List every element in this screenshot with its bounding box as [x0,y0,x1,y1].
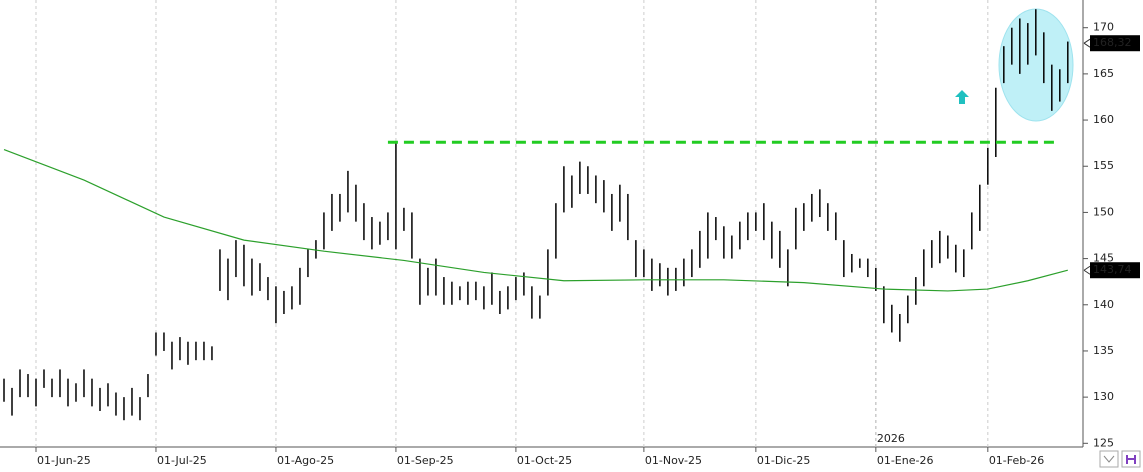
highlight-ellipse [998,8,1074,122]
y-tick-label: 170 [1093,21,1114,34]
icon-glyph [1103,455,1115,463]
x-tick-label: 01-Feb-26 [989,454,1044,467]
icon-glyph [1126,455,1136,464]
x-tick-label: 01-Ene-26 [877,454,934,467]
y-tick-label: 145 [1093,252,1114,265]
y-tick-label: 150 [1093,205,1114,218]
moving-average [3,149,1068,292]
icon-button[interactable] [1099,450,1119,468]
price-arrow [1083,38,1091,48]
x-tick-label: 01-Jun-25 [37,454,91,467]
price-label-box [1090,262,1140,279]
year-label: 2026 [877,432,905,445]
y-tick-label: 125 [1093,436,1114,449]
y-tick-label: 140 [1093,298,1114,311]
price-label-box [1090,35,1140,52]
y-tick-label: 130 [1093,390,1114,403]
x-tick-label: 01-Nov-25 [645,454,702,467]
x-tick-label: 01-Jul-25 [157,454,207,467]
y-tick-label: 160 [1093,113,1114,126]
x-tick-label: 01-Oct-25 [517,454,572,467]
x-tick-label: 01-Ago-25 [277,454,334,467]
price-arrow [1083,265,1091,275]
up-arrow [955,90,969,104]
x-tick-label: 01-Dic-25 [757,454,811,467]
y-tick-label: 155 [1093,159,1114,172]
x-tick-label: 01-Sep-25 [397,454,454,467]
y-tick-label: 165 [1093,67,1114,80]
y-tick-label: 135 [1093,344,1114,357]
price-label: 168,32 [1093,36,1132,49]
price-label: 143,74 [1093,263,1132,276]
